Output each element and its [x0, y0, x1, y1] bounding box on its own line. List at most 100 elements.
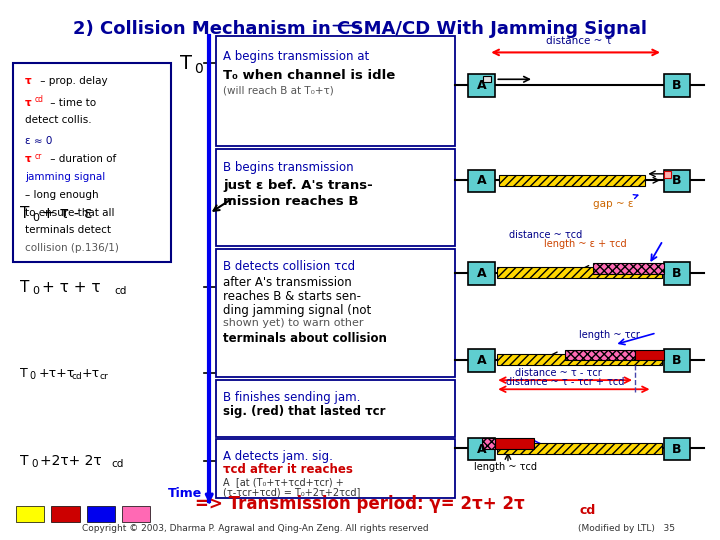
Text: +τ+τ: +τ+τ	[38, 367, 74, 380]
Text: T: T	[20, 280, 30, 295]
Text: B: B	[672, 174, 682, 187]
Text: B: B	[672, 442, 682, 456]
Text: jamming signal: jamming signal	[24, 172, 105, 182]
Text: 0: 0	[32, 213, 40, 223]
Bar	[497, 354, 662, 365]
Text: T: T	[20, 367, 27, 380]
Text: length ~ τcd: length ~ τcd	[474, 462, 537, 472]
Bar	[482, 438, 495, 449]
Text: τ: τ	[24, 98, 32, 108]
Text: τcd after it reaches: τcd after it reaches	[223, 463, 353, 476]
Text: distance ~ τ - τcr: distance ~ τ - τcr	[515, 368, 601, 378]
Text: reaches B & starts sen-: reaches B & starts sen-	[223, 291, 361, 303]
Text: 0: 0	[31, 460, 37, 469]
FancyBboxPatch shape	[13, 63, 171, 262]
Text: distance ~ τcd: distance ~ τcd	[509, 230, 582, 240]
Bar	[664, 349, 690, 372]
Text: 0: 0	[32, 287, 40, 296]
Bar	[564, 349, 635, 360]
Bar	[635, 349, 665, 360]
Polygon shape	[216, 149, 454, 246]
Text: terminals detect: terminals detect	[24, 225, 111, 235]
Bar	[593, 263, 665, 274]
Text: sig. (red) that lasted τcr: sig. (red) that lasted τcr	[223, 406, 386, 419]
Text: 0: 0	[194, 62, 203, 76]
Text: (τ-τcr+τcd) = T₀+2τ+2τcd]: (τ-τcr+τcd) = T₀+2τ+2τcd]	[223, 488, 361, 497]
Text: just ε bef. A's trans-: just ε bef. A's trans-	[223, 179, 373, 192]
Bar	[497, 267, 662, 278]
Bar	[664, 262, 690, 285]
Text: A  [at (T₀+τ+τcd+τcr) +: A [at (T₀+τ+τcd+τcr) +	[223, 477, 344, 487]
Text: distance ~ τ: distance ~ τ	[546, 36, 612, 46]
Text: T: T	[20, 454, 28, 468]
Text: T₀ when channel is idle: T₀ when channel is idle	[223, 69, 395, 82]
Text: B detects collision τcd: B detects collision τcd	[223, 260, 356, 273]
Text: A: A	[477, 79, 486, 92]
Text: – prop. delay: – prop. delay	[37, 76, 108, 85]
Text: 2) Collision Mechanism in CSMA/CD With Jamming Signal: 2) Collision Mechanism in CSMA/CD With J…	[73, 20, 647, 38]
Text: => Transmission period: γ= 2τ+ 2τ: => Transmission period: γ= 2τ+ 2τ	[195, 495, 525, 512]
Text: (Modified by LTL)   35: (Modified by LTL) 35	[578, 524, 675, 534]
Text: + τ - ε: + τ - ε	[42, 206, 93, 221]
Text: ε ≈ 0: ε ≈ 0	[24, 136, 52, 146]
Polygon shape	[216, 36, 454, 146]
Text: – time to: – time to	[48, 98, 96, 108]
Text: Time: Time	[168, 487, 202, 500]
Text: T: T	[20, 206, 30, 221]
Polygon shape	[216, 380, 454, 436]
Bar	[664, 170, 690, 192]
Bar	[664, 438, 690, 460]
Bar	[468, 262, 495, 285]
Text: A: A	[477, 174, 486, 187]
Text: (will reach B at T₀+τ): (will reach B at T₀+τ)	[223, 86, 334, 96]
Text: + τ + τ: + τ + τ	[42, 280, 101, 295]
Bar	[499, 175, 645, 186]
Text: B: B	[672, 267, 682, 280]
Text: detect collis.: detect collis.	[24, 115, 91, 125]
Bar	[468, 438, 495, 460]
Text: cd: cd	[35, 96, 44, 104]
Text: A: A	[477, 267, 486, 280]
Bar	[468, 170, 495, 192]
Text: length ~ τcr: length ~ τcr	[580, 330, 640, 340]
Bar	[51, 507, 79, 523]
Text: cd: cd	[580, 504, 596, 517]
Text: – duration of: – duration of	[48, 154, 117, 165]
Text: A detects jam. sig.: A detects jam. sig.	[223, 450, 333, 463]
Bar	[86, 507, 114, 523]
Text: after A's transmission: after A's transmission	[223, 276, 352, 289]
Bar	[664, 74, 690, 97]
Text: B: B	[672, 79, 682, 92]
Text: T: T	[180, 53, 192, 73]
Text: cd: cd	[114, 287, 127, 296]
Bar	[495, 438, 534, 449]
Text: A: A	[477, 354, 486, 367]
Text: 0: 0	[30, 372, 36, 381]
Text: mission reaches B: mission reaches B	[223, 195, 359, 208]
Text: cr: cr	[100, 372, 109, 381]
Bar	[482, 76, 491, 82]
Text: τ: τ	[24, 76, 32, 85]
Text: B begins transmission: B begins transmission	[223, 161, 354, 174]
Text: A: A	[477, 442, 486, 456]
Bar	[122, 507, 150, 523]
Text: cd: cd	[72, 372, 83, 381]
Text: A begins transmission at: A begins transmission at	[223, 50, 369, 63]
Bar	[468, 74, 495, 97]
Text: Copyright © 2003, Dharma P. Agrawal and Qing-An Zeng. All rights reserved: Copyright © 2003, Dharma P. Agrawal and …	[81, 524, 428, 534]
Text: – long enough: – long enough	[24, 190, 99, 200]
Bar	[17, 507, 45, 523]
Text: cr: cr	[35, 152, 42, 161]
Text: B: B	[672, 354, 682, 367]
Text: +τ: +τ	[81, 367, 100, 380]
Polygon shape	[216, 248, 454, 377]
Text: B finishes sending jam.: B finishes sending jam.	[223, 392, 361, 404]
Bar	[468, 349, 495, 372]
Polygon shape	[216, 439, 454, 498]
Text: τ: τ	[24, 154, 32, 165]
Text: to ensure that all: to ensure that all	[24, 208, 114, 218]
Text: length ~ ε + τcd: length ~ ε + τcd	[544, 239, 627, 249]
Bar	[497, 443, 662, 454]
Text: collision (p.136/1): collision (p.136/1)	[24, 243, 119, 253]
Text: terminals about collision: terminals about collision	[223, 332, 387, 345]
